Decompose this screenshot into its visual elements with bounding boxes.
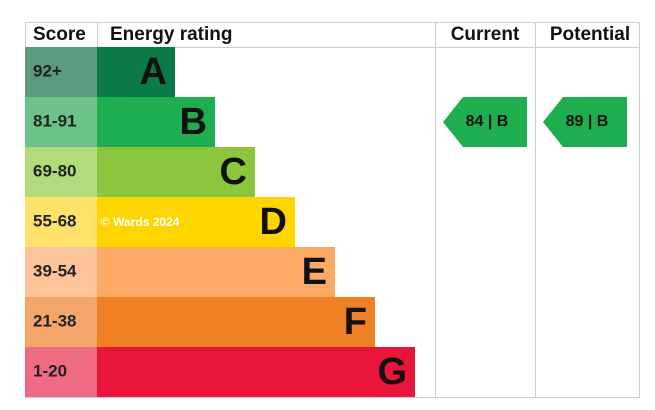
score-cell xyxy=(25,347,97,397)
score-label: 55-68 xyxy=(33,211,76,230)
header-current: Current xyxy=(451,24,520,45)
rating-bar xyxy=(97,47,175,97)
current-label: 84 | B xyxy=(466,113,509,130)
score-label: 69-80 xyxy=(33,161,76,180)
score-cell xyxy=(25,197,97,247)
score-cell xyxy=(25,247,97,297)
score-cell xyxy=(25,147,97,197)
header-rating: Energy rating xyxy=(110,24,232,45)
score-cell xyxy=(25,47,97,97)
watermark: © Wards 2024 xyxy=(101,215,180,229)
rating-letter: E xyxy=(302,251,327,293)
potential-arrow xyxy=(543,97,627,147)
header-potential: Potential xyxy=(550,24,630,45)
score-label: 39-54 xyxy=(33,261,77,280)
rating-bar xyxy=(97,197,295,247)
rating-letter: A xyxy=(140,51,167,93)
rating-bar xyxy=(97,247,335,297)
score-cell xyxy=(25,97,97,147)
rating-letter: G xyxy=(377,351,407,393)
score-label: 21-38 xyxy=(33,311,76,330)
rating-bar xyxy=(97,297,375,347)
rating-letter: F xyxy=(344,301,367,343)
rating-bar xyxy=(97,97,215,147)
score-label: 1-20 xyxy=(33,361,67,380)
score-label: 81-91 xyxy=(33,111,76,130)
score-label: 92+ xyxy=(33,61,62,80)
header-score: Score xyxy=(33,24,86,45)
rating-bar xyxy=(97,347,415,397)
rating-letter: D xyxy=(260,201,287,243)
current-arrow xyxy=(443,97,527,147)
score-cell xyxy=(25,297,97,347)
potential-label: 89 | B xyxy=(566,113,609,130)
rating-bar xyxy=(97,147,255,197)
rating-letter: B xyxy=(180,101,207,143)
rating-letter: C xyxy=(220,151,247,193)
